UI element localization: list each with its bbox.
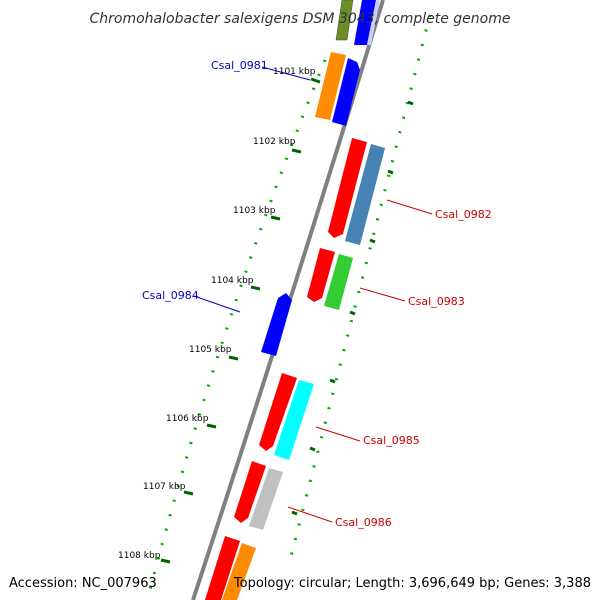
- gene-partial-cog-lavender: [367, 0, 380, 45]
- major-ticks: [160, 77, 321, 564]
- genome-summary-text: Topology: circular; Length: 3,696,649 bp…: [233, 576, 591, 591]
- leader-0985: [315, 426, 361, 442]
- gene-cog-orange-0981: [315, 52, 346, 120]
- outer-tick: [387, 169, 394, 175]
- gene-label-csal-0984: Csal_0984: [142, 289, 199, 302]
- outer-tick: [329, 378, 336, 384]
- gene-csal-0984: [261, 293, 292, 356]
- gene-cog-green-0983: [324, 254, 353, 310]
- gene-partial-olive: [335, 0, 354, 41]
- gene-cog-steelblue-0982: [345, 144, 385, 245]
- gene-csal-0983: [307, 248, 335, 302]
- gene-csal-0986: [234, 461, 266, 523]
- leader-0982: [386, 199, 433, 215]
- gene-label-csal-0981: Csal_0981: [211, 59, 268, 72]
- kbp-label-1102: 1102 kbp: [253, 137, 296, 147]
- tick-1106: [206, 423, 217, 429]
- outer-ticks: [291, 100, 414, 516]
- tick-1108: [160, 558, 171, 564]
- kbp-label-1101: 1101 kbp: [273, 67, 316, 77]
- gene-partial-red-bottom: [205, 536, 240, 600]
- tick-1103: [270, 215, 281, 221]
- gene-label-csal-0983: Csal_0983: [408, 295, 465, 308]
- inner-dotted-ring: [148, 59, 327, 591]
- kbp-label-1103: 1103 kbp: [233, 206, 276, 216]
- genome-backbone: [194, 0, 392, 600]
- outer-tick: [291, 510, 298, 516]
- kbp-label-1107: 1107 kbp: [143, 482, 186, 492]
- outer-tick: [369, 238, 376, 244]
- leader-lines: [193, 66, 433, 523]
- outer-tick: [309, 446, 316, 452]
- kbp-label-1104: 1104 kbp: [211, 276, 254, 286]
- gene-csal-0982: [328, 138, 367, 238]
- outer-tick: [349, 310, 356, 316]
- tick-1107: [183, 490, 194, 496]
- map-title: Chromohalobacter salexigens DSM 3043, co…: [90, 11, 511, 27]
- gene-csal-0981: [332, 58, 360, 126]
- outer-tick: [407, 100, 414, 106]
- tick-1105: [228, 355, 239, 361]
- leader-0984: [193, 295, 241, 313]
- leader-0983: [359, 287, 406, 302]
- gene-partial-blue: [354, 0, 376, 45]
- genome-backbone-line: [191, 0, 385, 600]
- gene-label-csal-0982: Csal_0982: [435, 208, 492, 221]
- leader-0986: [287, 506, 333, 523]
- gene-cog-cyan-0985: [274, 380, 314, 460]
- kbp-label-1108: 1108 kbp: [118, 551, 161, 561]
- tick-1102: [291, 148, 302, 154]
- kbp-label-1105: 1105 kbp: [189, 345, 232, 355]
- accession-text: Accession: NC_007963: [9, 576, 157, 591]
- tick-1104: [250, 285, 261, 291]
- gene-label-csal-0985: Csal_0985: [363, 434, 420, 447]
- gene-cog-gray-0986: [249, 468, 283, 530]
- gene-label-csal-0986: Csal_0986: [335, 516, 392, 529]
- leader-0981: [261, 66, 311, 81]
- gene-csal-0985: [259, 373, 297, 451]
- tick-1101: [310, 77, 321, 84]
- kbp-label-1106: 1106 kbp: [166, 414, 209, 424]
- gene-partial-orange-bottom: [222, 543, 256, 600]
